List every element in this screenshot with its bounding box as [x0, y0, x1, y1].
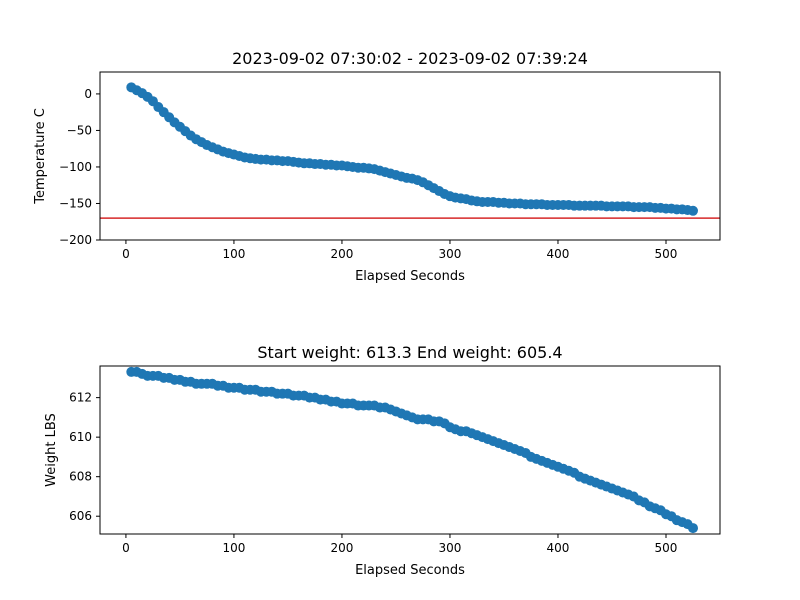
weight-y-tick-label: 608 [69, 470, 92, 484]
weight-x-tick-label: 300 [439, 541, 462, 555]
temperature-x-tick-label: 500 [655, 247, 678, 261]
temperature-panel: 2023-09-02 07:30:02 - 2023-09-02 07:39:2… [33, 49, 721, 284]
weight-y-tick-label: 610 [69, 430, 92, 444]
temperature-chart-title: 2023-09-02 07:30:02 - 2023-09-02 07:39:2… [232, 49, 588, 68]
temperature-x-tick-label: 300 [439, 247, 462, 261]
weight-axes-frame [99, 365, 721, 535]
weight-y-tick-label: 606 [69, 509, 92, 523]
temperature-y-tick-label: −200 [59, 233, 92, 247]
temperature-data-point [688, 205, 698, 216]
temperature-y-tick-label: −50 [67, 123, 92, 137]
temperature-series [126, 82, 698, 216]
temperature-y-tick-label: −100 [59, 160, 92, 174]
temperature-x-tick-label: 0 [122, 247, 130, 261]
weight-x-tick-label: 100 [222, 541, 245, 555]
temperature-x-tick-label: 100 [222, 247, 245, 261]
weight-y-tick-label: 612 [69, 391, 92, 405]
weight-x-tick-label: 200 [330, 541, 353, 555]
weight-series [126, 366, 698, 534]
weight-x-axis-label: Elapsed Seconds [355, 563, 465, 578]
weight-data-point [688, 523, 698, 534]
weight-panel: Start weight: 613.3 End weight: 605.4 0 10… [44, 343, 721, 578]
temperature-x-tick-label: 200 [330, 247, 353, 261]
temperature-x-tick-label: 400 [547, 247, 570, 261]
weight-x-tick-label: 0 [122, 541, 130, 555]
temperature-axes-frame [99, 71, 721, 241]
weight-x-tick-label: 500 [655, 541, 678, 555]
temperature-x-axis-label: Elapsed Seconds [355, 269, 465, 284]
temperature-y-tick-label: 0 [84, 87, 92, 101]
weight-chart-title: Start weight: 613.3 End weight: 605.4 [257, 343, 562, 362]
weight-y-axis-label: Weight LBS [44, 413, 59, 487]
temperature-y-tick-label: −150 [59, 196, 92, 210]
temperature-y-axis-label: Temperature C [33, 108, 48, 205]
weight-x-tick-label: 400 [547, 541, 570, 555]
